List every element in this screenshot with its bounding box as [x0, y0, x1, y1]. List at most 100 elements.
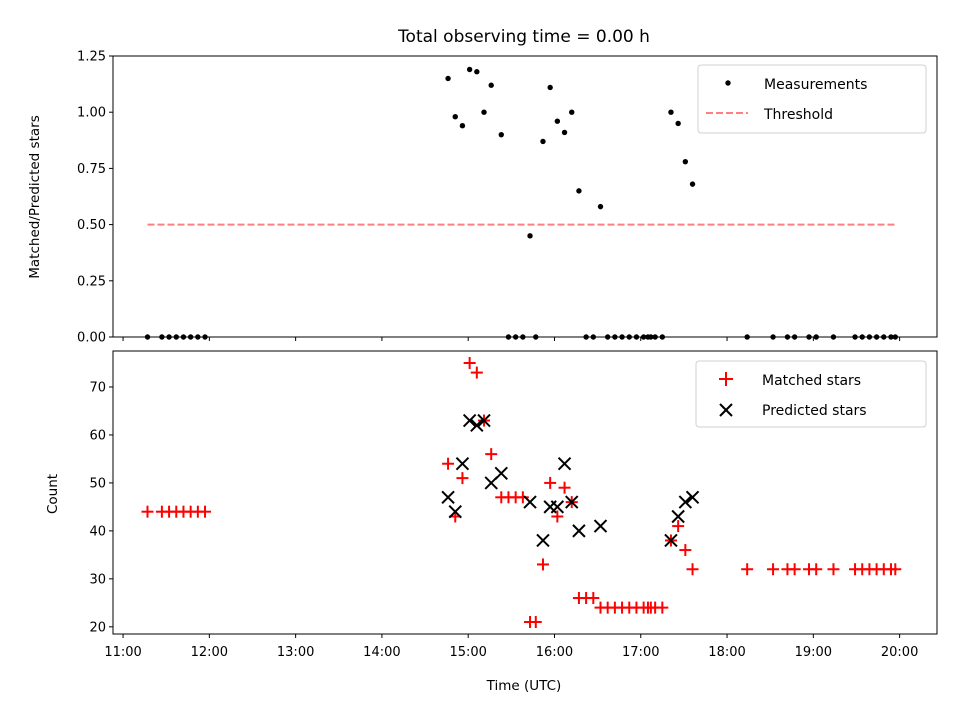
measurement-point: [626, 334, 632, 340]
top-panel: Total observing time = 0.00 h 0.000.250.…: [27, 27, 938, 346]
measurement-point: [682, 158, 689, 165]
matched-star-point: [485, 448, 498, 461]
measurement-point: [873, 334, 880, 340]
predicted-star-point: [494, 466, 508, 481]
measurement-point: [554, 118, 561, 124]
measurement-point: [520, 334, 526, 340]
measurement-point: [859, 334, 865, 340]
measurement-point: [852, 334, 858, 340]
bottom-axes-frame: [112, 350, 938, 635]
matched-star-point: [788, 563, 801, 576]
measurement-point: [569, 109, 575, 115]
bottom-legend-frame: [695, 360, 927, 428]
predicted-star-point: [448, 504, 462, 519]
measurement-point: [689, 181, 696, 187]
measurement-point: [498, 131, 504, 138]
x-tick-label: 14:00: [363, 645, 400, 660]
matched-star-point: [529, 616, 542, 629]
measurement-point: [159, 334, 165, 340]
matched-star-point: [679, 544, 692, 557]
measurement-point: [466, 66, 473, 73]
measurement-point: [561, 129, 568, 136]
measurement-point: [173, 334, 179, 340]
bottom-y-tick-label: 40: [89, 524, 106, 539]
matched-star-point: [656, 601, 669, 614]
x-tick-label: 17:00: [622, 645, 659, 660]
matched-star-point: [558, 481, 571, 494]
bottom-y-axis-label: Count: [45, 474, 61, 514]
measurement-point: [888, 334, 894, 340]
top-plot-area: 0.00 0.25 0.50 0.75 1.00 1.25: [77, 50, 938, 346]
predicted-star-point: [685, 490, 700, 505]
measurement-point: [612, 334, 618, 340]
predicted-star-point: [462, 413, 477, 428]
top-y-tick-label: 1.00: [77, 106, 106, 121]
measurement-point: [806, 334, 812, 340]
predicted-star-point: [664, 533, 678, 548]
top-y-tick-label: 0.75: [77, 162, 106, 177]
x-tick-label: 12:00: [191, 645, 228, 660]
measurement-point: [784, 334, 791, 340]
matched-star-point: [456, 472, 469, 485]
x-tick-label: 20:00: [881, 645, 918, 660]
measurement-point: [675, 120, 681, 127]
matched-star-point: [463, 356, 476, 369]
predicted-star-point: [557, 457, 572, 471]
measurement-point: [445, 75, 451, 82]
measurement-point: [652, 334, 658, 340]
measurement-point: [512, 334, 519, 340]
x-tick-label: 11:00: [104, 645, 141, 660]
legend-measurements-label: Measurements: [764, 77, 867, 93]
predicted-star-point: [678, 495, 693, 509]
measurement-point: [527, 233, 533, 239]
matched-star-point: [536, 558, 549, 571]
measurement-point: [488, 82, 494, 88]
measurement-point: [648, 334, 654, 340]
measurement-point: [668, 109, 674, 115]
measurement-point: [202, 334, 208, 340]
legend-predicted-marker: [719, 403, 733, 417]
predicted-star-point: [550, 500, 565, 514]
bottom-y-tick-label: 60: [89, 428, 106, 443]
matched-star-point: [199, 505, 212, 518]
measurement-point: [166, 334, 172, 340]
matched-star-point: [442, 457, 455, 470]
matched-star-point: [516, 491, 529, 504]
measurement-point: [892, 334, 898, 340]
measurement-point: [619, 334, 625, 340]
top-y-tick-label: 0.25: [77, 274, 106, 289]
bottom-plot-area: 20 30 40 50 60 70 11:00 12:00 13:00 14:00 15:00 16:…: [89, 350, 938, 660]
measurement-point: [866, 334, 873, 340]
predicted-star-point: [470, 418, 484, 433]
measurement-point: [540, 138, 546, 145]
measurement-point: [770, 334, 776, 340]
predicted-star-point: [671, 509, 685, 524]
measurement-point: [144, 334, 151, 340]
predicted-star-point: [477, 413, 491, 428]
measurement-point: [813, 334, 819, 340]
x-tick-label: 15:00: [449, 645, 486, 660]
matched-star-point: [544, 476, 557, 489]
measurement-point: [474, 69, 480, 75]
matched-star-point: [827, 563, 840, 576]
legend-threshold-label: Threshold: [763, 107, 833, 123]
predicted-star-point: [455, 457, 470, 471]
predicted-star-point: [565, 495, 579, 509]
x-axis-label: Time (UTC): [486, 678, 562, 694]
predicted-star-point: [593, 519, 608, 533]
matched-star-point: [889, 563, 902, 576]
matched-star-point: [810, 563, 823, 576]
matched-star-point: [686, 563, 699, 576]
matched-star-point: [141, 505, 154, 518]
measurement-point: [583, 334, 589, 340]
measurement-point: [881, 334, 887, 340]
matched-star-point: [470, 366, 483, 379]
x-tick-label: 16:00: [536, 645, 573, 660]
measurement-point: [533, 334, 539, 340]
top-legend: Measurements Threshold: [697, 64, 927, 134]
matched-star-point: [587, 592, 600, 605]
predicted-star-point: [523, 495, 537, 509]
measurement-point: [547, 84, 553, 91]
matched-star-point: [767, 563, 780, 576]
